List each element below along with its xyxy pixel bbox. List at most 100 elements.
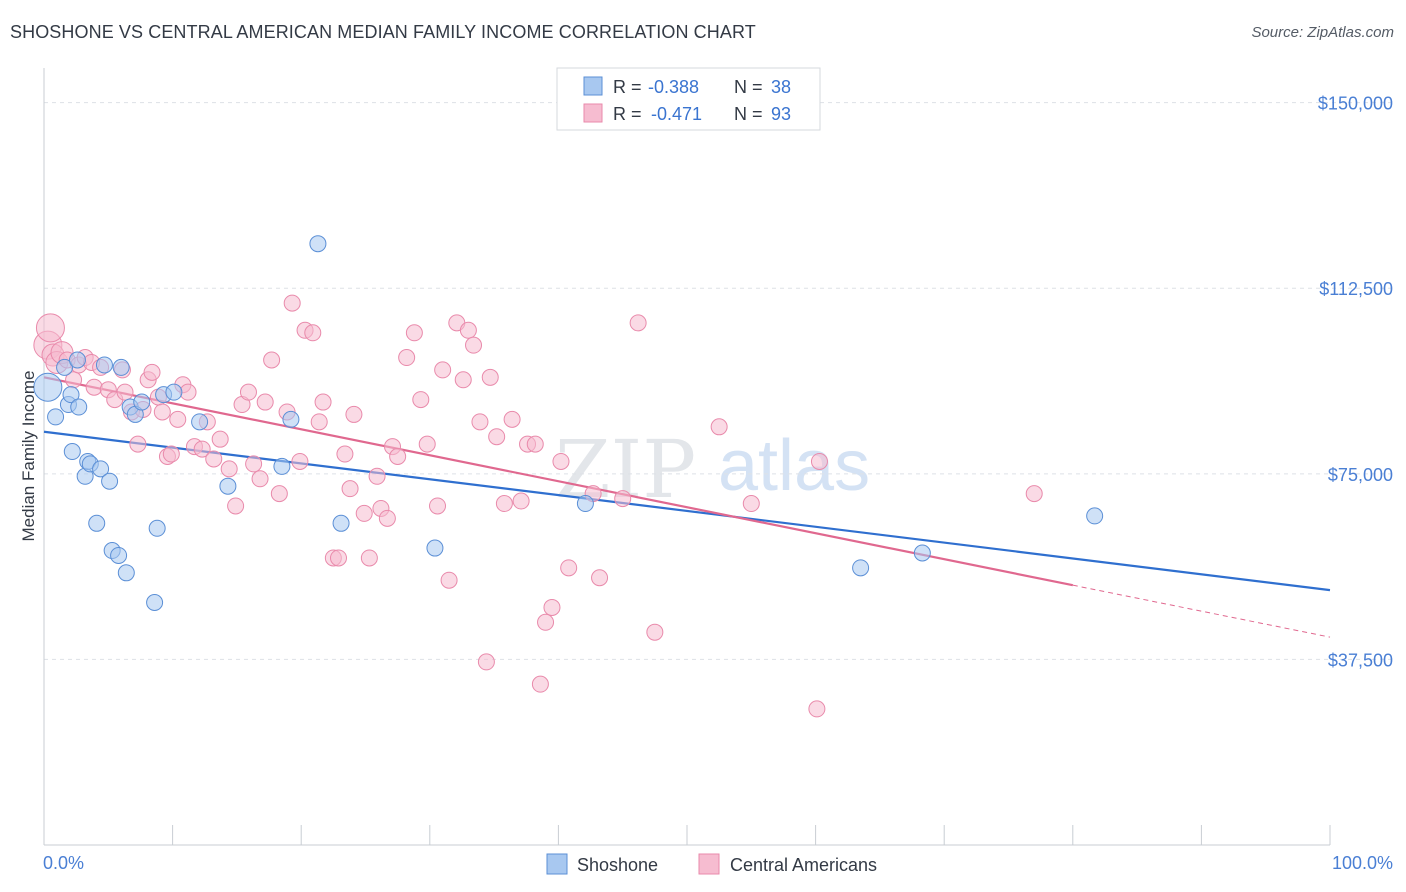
central-americans-point [481,368,499,386]
central-americans-point [129,435,147,453]
shoshone-point [332,514,350,532]
central-americans-points [33,294,1043,718]
shoshone-point [70,398,88,416]
central-americans-point [503,410,521,428]
shoshone-points [33,235,1104,611]
shoshone-point [95,356,113,374]
bottom-legend-swatch-shoshone [546,853,568,875]
central-americans-point [355,504,373,522]
legend-n-label-shoshone: N = [734,77,763,97]
shoshone-point [33,372,63,402]
shoshone-point [56,358,74,376]
central-americans-point [270,485,288,503]
central-americans-point [341,480,359,498]
central-americans-point [459,321,477,339]
central-americans-point [495,495,513,513]
shoshone-point [576,495,594,513]
shoshone-point [165,383,183,401]
central-americans-point [314,393,332,411]
source-label: Source: ZipAtlas.com [1251,24,1394,41]
legend-n-value-central: 93 [771,104,791,124]
central-americans-point [398,349,416,367]
central-americans-point [345,405,363,423]
central-americans-point [378,509,396,527]
central-americans-point [368,467,386,485]
x-tick-label-max: 100.0% [1332,853,1393,873]
central-americans-point [310,413,328,431]
central-americans-point [810,452,828,470]
shoshone-point [273,457,291,475]
central-americans-point [162,445,180,463]
central-americans-point [418,435,436,453]
shoshone-point [1086,507,1104,525]
central-americans-point [405,324,423,342]
central-americans-point [169,410,187,428]
legend-r-value-central: -0.471 [651,104,702,124]
legend-n-value-shoshone: 38 [771,77,791,97]
shoshone-point [47,408,65,426]
shoshone-point [92,460,110,478]
shoshone-point [112,358,130,376]
y-tick-label: $37,500 [1328,650,1393,670]
shoshone-point [101,472,119,490]
stats-legend: R = -0.388 N = 38 R = -0.471 N = 93 [556,67,821,131]
legend-r-label-central: R = [613,104,642,124]
central-americans-point [336,445,354,463]
shoshone-point [309,235,327,253]
central-americans-point [614,490,632,508]
central-americans-point [412,391,430,409]
legend-n-label-central: N = [734,104,763,124]
legend-r-label-shoshone: R = [613,77,642,97]
central-americans-point [471,413,489,431]
y-tick-label: $75,000 [1328,465,1393,485]
shoshone-point [68,351,86,369]
bottom-legend-swatch-central [698,853,720,875]
shoshone-point [219,477,237,495]
legend-swatch-central [583,103,603,123]
central-americans-point [808,700,826,718]
central-americans-point [454,371,472,389]
central-americans-point [552,452,570,470]
grid-lines [44,102,1393,660]
central-americans-point [239,383,257,401]
central-americans-point [211,430,229,448]
central-americans-point [1025,485,1043,503]
central-americans-point [629,314,647,332]
central-americans-point [143,363,161,381]
central-americans-point [488,428,506,446]
central-americans-point [465,336,483,354]
central-americans-point [742,495,760,513]
central-americans-point [429,497,447,515]
shoshone-point [282,410,300,428]
series-legend: Shoshone Central Americans [546,853,877,875]
shoshone-point [117,564,135,582]
central-americans-point [283,294,301,312]
central-americans-trend-line [43,376,1074,587]
central-americans-point [440,571,458,589]
central-americans-point [85,378,103,396]
central-americans-point [227,497,245,515]
central-americans-point [205,450,223,468]
shoshone-point [426,539,444,557]
central-americans-point [537,613,555,631]
watermark-atlas: atlas [718,426,870,506]
central-americans-point [263,351,281,369]
central-americans-point [291,452,309,470]
central-americans-point [434,361,452,379]
shoshone-point [191,413,209,431]
central-americans-point [245,455,263,473]
legend-swatch-shoshone [583,76,603,96]
central-americans-point [329,549,347,567]
central-americans-point [220,460,238,478]
central-americans-point [256,393,274,411]
central-americans-point [512,492,530,510]
central-americans-point [531,675,549,693]
central-americans-point [591,569,609,587]
shoshone-point [133,393,151,411]
central-americans-point [477,653,495,671]
central-americans-point [153,403,171,421]
central-americans-point [646,623,664,641]
central-americans-point [710,418,728,436]
central-americans-point [304,324,322,342]
shoshone-point [146,593,164,611]
